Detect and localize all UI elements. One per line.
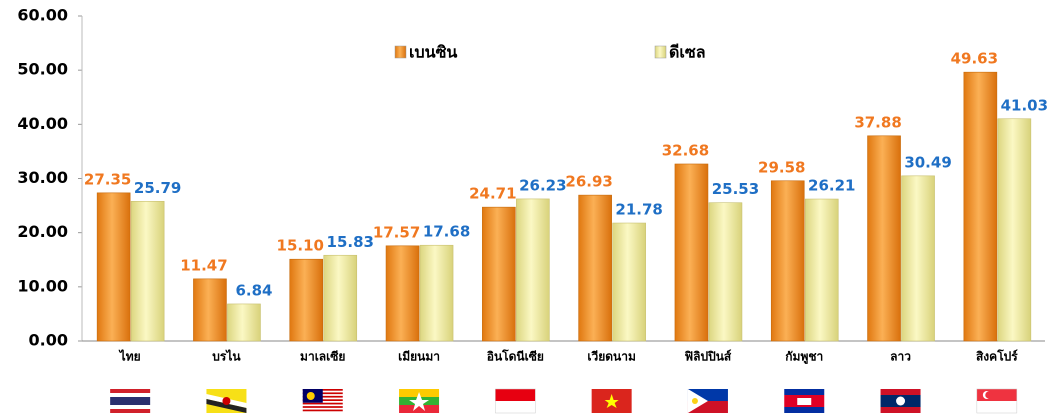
data-label: 21.78: [615, 201, 662, 219]
bar: [323, 254, 358, 342]
data-label: 15.83: [327, 233, 374, 251]
legend-item: เบนซิน: [394, 43, 457, 62]
x-tick-label: มาเลเซีย: [300, 350, 345, 364]
flag: [302, 389, 343, 413]
bar: [901, 175, 935, 342]
data-label: 15.10: [277, 237, 324, 255]
data-label: 49.63: [951, 50, 998, 68]
flag-part: [691, 398, 698, 404]
data-label: 25.53: [712, 180, 759, 198]
x-tick-label: บรไน: [212, 349, 241, 364]
x-tick-label: เมียนมา: [398, 350, 440, 364]
bar: [385, 245, 420, 342]
flag: [687, 389, 728, 413]
flag-part: [896, 396, 906, 406]
bar: [227, 303, 261, 342]
data-label: 26.23: [519, 176, 566, 194]
flag-part: [110, 389, 151, 393]
x-tick-label: อินโดนีเซีย: [487, 349, 544, 364]
x-tick-label: ไทย: [118, 349, 141, 364]
data-label: 17.57: [373, 223, 420, 241]
data-label: 26.93: [565, 173, 612, 191]
x-tick-label: สิงคโปร์: [976, 349, 1018, 364]
data-label: 6.84: [235, 281, 272, 299]
bar: [963, 71, 998, 342]
data-label: 27.35: [84, 170, 131, 188]
flag-part: [784, 407, 825, 413]
flag-part: [302, 402, 343, 405]
x-tick-label: ลาว: [890, 350, 911, 364]
bar: [516, 198, 550, 342]
flag-part: [880, 389, 921, 395]
y-tick-label: 20.00: [17, 222, 68, 241]
data-label: 24.71: [469, 185, 516, 203]
data-label: 41.03: [1001, 96, 1048, 114]
y-tick-label: 30.00: [17, 168, 68, 187]
y-tick-label: 50.00: [17, 60, 68, 79]
flag: [495, 388, 536, 414]
data-label: 25.79: [134, 179, 181, 197]
flag-part: [784, 389, 825, 395]
flag: [880, 389, 921, 413]
flag-part: [880, 407, 921, 413]
legend-label: ดีเซล: [669, 43, 706, 62]
data-label: 17.68: [423, 223, 470, 241]
flag: [110, 389, 151, 413]
flag-part: [302, 409, 343, 412]
bar: [289, 258, 324, 342]
bar: [578, 194, 612, 342]
y-tick-label: 60.00: [17, 6, 68, 25]
data-label: 26.21: [808, 177, 855, 195]
flag-part: [302, 406, 343, 408]
flag: [591, 389, 632, 413]
legend-label: เบนซิน: [409, 43, 457, 62]
legend-swatch: [394, 45, 407, 59]
bar: [708, 202, 743, 342]
bar: [770, 180, 805, 342]
flag: [976, 388, 1018, 414]
data-label: 30.49: [904, 153, 951, 171]
flag-part: [976, 388, 1018, 414]
bar: [96, 192, 131, 342]
y-tick-label: 40.00: [17, 114, 68, 133]
bar: [867, 135, 901, 342]
flag-part: [409, 392, 430, 411]
data-label: 32.68: [662, 141, 709, 159]
flag-part: [604, 394, 619, 408]
flag-part: [222, 397, 231, 405]
x-tick-label: ฟิลิปปินส์: [685, 350, 732, 364]
flag-part: [306, 392, 315, 400]
flag: [399, 389, 440, 413]
flag-part: [110, 409, 151, 413]
flag: [206, 389, 247, 413]
data-label: 11.47: [180, 256, 227, 274]
y-tick-label: 0.00: [29, 331, 68, 350]
flag-part: [110, 397, 151, 405]
bar: [804, 198, 839, 342]
flag-part: [495, 389, 536, 401]
legend-swatch: [654, 45, 667, 59]
bar: [674, 163, 709, 342]
bar: [997, 118, 1032, 342]
flag: [784, 389, 825, 413]
data-label: 29.58: [758, 158, 805, 176]
y-tick-label: 10.00: [17, 276, 68, 295]
flag-part: [797, 398, 812, 405]
x-tick-label: กัมพูชา: [785, 350, 823, 365]
flag-part: [985, 391, 993, 399]
legend-item: ดีเซล: [654, 43, 706, 62]
bar: [419, 244, 454, 342]
bar: [130, 201, 165, 342]
bar: [193, 278, 227, 342]
bar: [482, 206, 516, 342]
data-label: 37.88: [854, 113, 901, 131]
flag-part: [399, 405, 440, 413]
flag-part: [206, 399, 247, 413]
flag-part: [495, 388, 536, 414]
bar: [612, 222, 646, 342]
x-tick-label: เวียดนาม: [587, 350, 636, 364]
